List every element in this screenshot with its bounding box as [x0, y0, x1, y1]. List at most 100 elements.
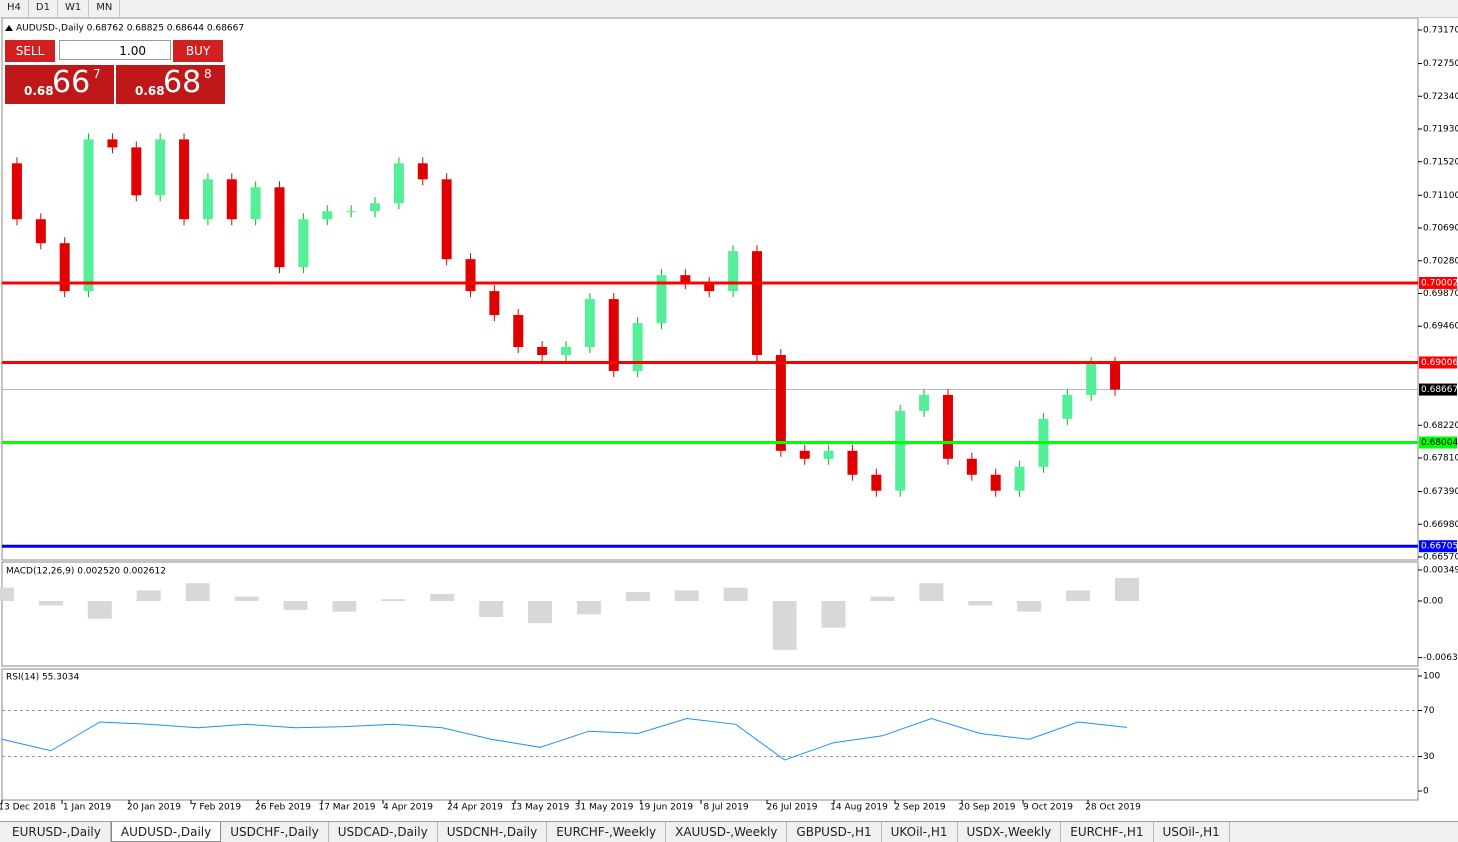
macd-bar: [479, 601, 504, 617]
candle: [895, 410, 906, 491]
timeframe-button[interactable]: MN: [89, 0, 121, 17]
sell-prefix: 0.68: [24, 84, 54, 98]
date-label: 2 Sep 2019: [894, 803, 946, 813]
chart-tab[interactable]: USDCHF-,Daily: [221, 822, 329, 842]
macd-tick-label: -0.00637: [1423, 653, 1458, 663]
rsi-tick-label: 100: [1423, 672, 1440, 682]
price-tick-label: 0.68220: [1423, 421, 1458, 431]
sell-button[interactable]: SELL: [5, 40, 55, 62]
candle: [775, 354, 786, 451]
chart-tab[interactable]: USDCNH-,Daily: [438, 822, 548, 842]
macd-bar: [968, 601, 993, 606]
candle: [131, 147, 142, 196]
macd-bar: [0, 587, 14, 601]
date-label: 24 Apr 2019: [447, 803, 503, 813]
candle: [346, 211, 357, 213]
timeframe-button[interactable]: D1: [29, 0, 58, 17]
macd-bar: [1066, 590, 1091, 601]
candle: [608, 299, 619, 371]
level-label: 0.68004: [1421, 438, 1458, 448]
macd-bar: [625, 592, 650, 601]
level-tag: [1419, 540, 1457, 553]
buy-price[interactable]: 0.68 68 8: [116, 65, 225, 104]
candle: [537, 346, 548, 355]
candle: [441, 179, 452, 260]
header-arrow: [5, 25, 13, 31]
candle: [871, 474, 882, 491]
rsi-line: [1, 718, 1128, 761]
macd-bar: [528, 601, 553, 624]
price-tick-label: 0.67390: [1423, 487, 1458, 497]
date-label: 9 Oct 2019: [1023, 803, 1073, 813]
candle: [823, 450, 834, 459]
macd-bar: [136, 590, 161, 601]
date-label: 28 Oct 2019: [1085, 803, 1141, 813]
price-tick-label: 0.73170: [1423, 26, 1458, 36]
timeframe-button[interactable]: H4: [0, 0, 29, 17]
main-pane: [1, 18, 1419, 561]
timeframe-toolbar: H4 D1 W1 MN: [0, 0, 1458, 18]
price-tick-label: 0.70690: [1423, 224, 1458, 234]
chart: AUDUSD-,Daily 0.68762 0.68825 0.68644 0.…: [0, 18, 1458, 813]
price-tick-label: 0.67810: [1423, 453, 1458, 463]
level-tag: [1419, 276, 1457, 289]
rsi-label: RSI(14) 55.3034: [6, 673, 79, 683]
rsi-tick-label: 70: [1423, 706, 1435, 716]
macd-bar: [283, 601, 308, 610]
price-tick-label: 0.71520: [1423, 157, 1458, 167]
level-label: 0.70002: [1421, 278, 1458, 288]
date-label: 26 Feb 2019: [255, 803, 311, 813]
chart-tab[interactable]: EURCHF-,Weekly: [547, 822, 667, 842]
chart-tab[interactable]: AUDUSD-,Daily: [110, 822, 222, 842]
chart-tab[interactable]: EURCHF-,H1: [1061, 822, 1154, 842]
date-label: 13 Dec 2018: [0, 803, 56, 813]
candle: [298, 219, 309, 268]
price-tick-label: 0.72340: [1423, 92, 1458, 102]
macd-bar: [576, 601, 601, 615]
price-tick-label: 0.71100: [1423, 191, 1458, 201]
lot-input[interactable]: 1.00: [59, 40, 171, 60]
date-label: 1 Jan 2019: [63, 803, 111, 813]
chart-tab[interactable]: EURUSD-,Daily: [3, 822, 111, 842]
buy-button[interactable]: BUY: [173, 40, 223, 62]
candle: [489, 291, 500, 316]
date-label: 20 Sep 2019: [958, 803, 1015, 813]
macd-label: MACD(12,26,9) 0.002520 0.002612: [6, 567, 166, 577]
timeframe-button[interactable]: W1: [58, 0, 90, 17]
buy-sup: 8: [204, 67, 212, 81]
candle: [704, 283, 715, 292]
candle: [274, 187, 285, 268]
candle: [59, 243, 70, 292]
macd-bar: [185, 583, 210, 601]
candle: [728, 251, 739, 292]
level-label: 0.66705: [1421, 542, 1458, 552]
date-label: 26 Jul 2019: [767, 803, 818, 813]
candle: [799, 450, 810, 459]
candle: [656, 275, 667, 324]
level-tag: [1419, 436, 1457, 449]
candle: [465, 259, 476, 292]
current-price-tag: [1419, 383, 1457, 396]
chart-tab[interactable]: USOil-,H1: [1154, 822, 1230, 842]
sell-price[interactable]: 0.68 66 7: [5, 65, 114, 104]
candle: [155, 139, 166, 196]
candle: [107, 139, 118, 148]
trade-panel: SELL 1.00 BUY 0.68 66 7 0.68 68 8: [5, 38, 225, 104]
price-tick-label: 0.69870: [1423, 289, 1458, 299]
candle: [632, 323, 643, 371]
candle: [202, 179, 213, 220]
candle: [680, 275, 691, 284]
candle: [226, 179, 237, 220]
candle: [1062, 394, 1073, 419]
chart-tab[interactable]: UKOil-,H1: [882, 822, 958, 842]
date-label: 7 Feb 2019: [191, 803, 242, 813]
buy-big: 68: [163, 65, 202, 100]
chart-tab[interactable]: USDX-,Weekly: [958, 822, 1062, 842]
candle: [250, 187, 261, 220]
price-tick-label: 0.71930: [1423, 125, 1458, 135]
chart-tab[interactable]: XAUUSD-,Weekly: [666, 822, 788, 842]
chart-tab[interactable]: USDCAD-,Daily: [329, 822, 438, 842]
chart-tab[interactable]: GBPUSD-,H1: [787, 822, 882, 842]
chart-header: AUDUSD-,Daily 0.68762 0.68825 0.68644 0.…: [16, 24, 244, 34]
